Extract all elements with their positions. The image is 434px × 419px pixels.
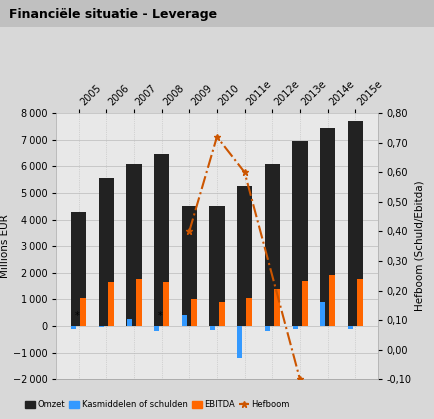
Bar [182, 206, 197, 326]
Bar [265, 326, 270, 331]
Bar [329, 275, 335, 326]
Bar [108, 282, 114, 326]
Bar [80, 298, 86, 326]
Bar [163, 282, 169, 326]
Bar [237, 326, 242, 358]
Bar [293, 141, 308, 326]
Line: Hefboom: Hefboom [186, 133, 303, 383]
Legend: Omzet, Kasmiddelen of schulden, EBITDA, Hefboom: Omzet, Kasmiddelen of schulden, EBITDA, … [22, 397, 293, 413]
Bar [126, 164, 141, 326]
Bar [209, 206, 224, 326]
Bar [182, 316, 187, 326]
Bar [99, 326, 104, 327]
Bar [71, 212, 86, 326]
Bar [265, 164, 280, 326]
Bar [320, 128, 335, 326]
Text: *: * [158, 310, 163, 321]
Text: Financiële situatie - Leverage: Financiële situatie - Leverage [9, 8, 217, 21]
Bar [357, 279, 363, 326]
Text: *: * [75, 310, 79, 321]
Bar [99, 178, 114, 326]
Y-axis label: Millions EUR: Millions EUR [0, 214, 10, 278]
Hefboom [214, 134, 220, 139]
Bar [135, 279, 141, 326]
Bar [302, 281, 308, 326]
Bar [237, 186, 252, 326]
Bar [246, 298, 252, 326]
Bar [154, 154, 169, 326]
Bar [191, 299, 197, 326]
Bar [155, 326, 159, 331]
Bar [219, 302, 225, 326]
Bar [274, 289, 280, 326]
Bar [210, 326, 215, 330]
Bar [348, 121, 363, 326]
Bar [72, 326, 76, 328]
Hefboom [297, 377, 302, 382]
Hefboom [187, 229, 192, 234]
Hefboom [242, 170, 247, 175]
Bar [293, 326, 298, 328]
Bar [127, 319, 132, 326]
Y-axis label: Hefboom (Schuld/Ebitda): Hefboom (Schuld/Ebitda) [414, 181, 424, 311]
Bar [320, 302, 326, 326]
Bar [348, 326, 353, 328]
